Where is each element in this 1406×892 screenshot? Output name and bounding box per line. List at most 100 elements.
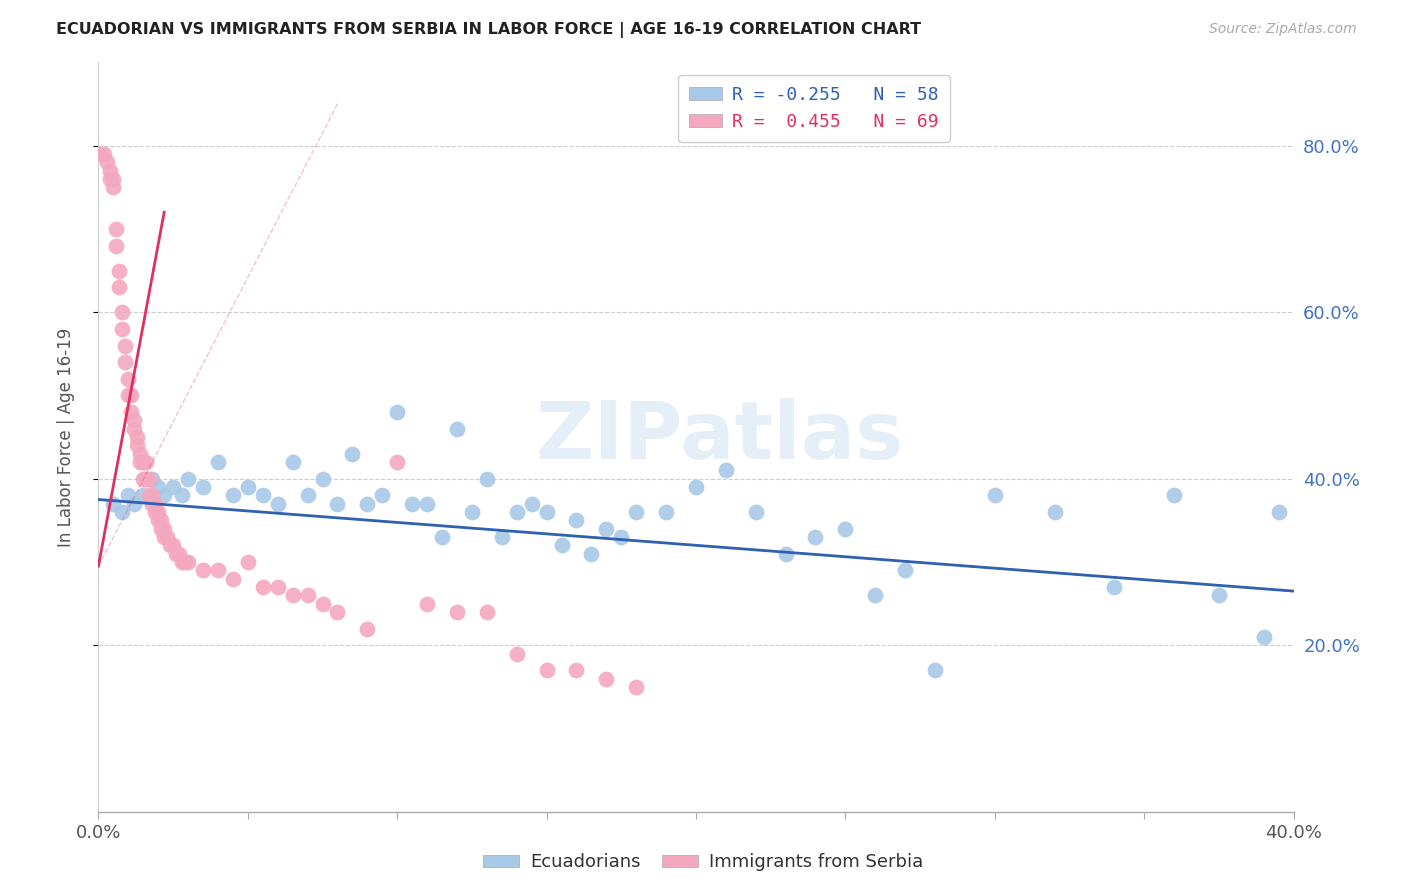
Point	[520, 497, 543, 511]
Point	[105, 222, 128, 236]
Point	[143, 497, 166, 511]
Point	[536, 663, 558, 677]
Point	[162, 538, 184, 552]
Point	[626, 680, 648, 694]
Point	[506, 647, 529, 661]
Point	[311, 472, 333, 486]
Point	[124, 497, 146, 511]
Point	[1267, 505, 1289, 519]
Point	[124, 413, 146, 427]
Point	[150, 522, 173, 536]
Point	[148, 480, 170, 494]
Point	[356, 497, 378, 511]
Point	[446, 605, 468, 619]
Point	[143, 505, 166, 519]
Point	[385, 405, 409, 419]
Point	[172, 488, 194, 502]
Point	[536, 505, 558, 519]
Point	[342, 447, 364, 461]
Point	[984, 488, 1007, 502]
Point	[326, 605, 349, 619]
Point	[401, 497, 423, 511]
Point	[222, 488, 245, 502]
Point	[93, 147, 115, 161]
Point	[138, 488, 160, 502]
Point	[281, 455, 304, 469]
Point	[98, 163, 122, 178]
Point	[96, 155, 118, 169]
Point	[894, 563, 917, 577]
Point	[865, 588, 887, 602]
Point	[252, 488, 274, 502]
Point	[565, 663, 588, 677]
Point	[135, 455, 157, 469]
Point	[111, 505, 134, 519]
Point	[356, 622, 378, 636]
Point	[153, 530, 176, 544]
Point	[153, 488, 176, 502]
Point	[714, 463, 737, 477]
Point	[385, 455, 409, 469]
Point	[132, 472, 155, 486]
Point	[108, 263, 131, 277]
Point	[191, 563, 214, 577]
Legend: Ecuadorians, Immigrants from Serbia: Ecuadorians, Immigrants from Serbia	[475, 847, 931, 879]
Point	[108, 280, 131, 294]
Point	[165, 547, 187, 561]
Point	[172, 555, 194, 569]
Point	[297, 588, 319, 602]
Point	[167, 547, 190, 561]
Point	[156, 530, 179, 544]
Point	[117, 388, 139, 402]
Point	[127, 438, 149, 452]
Point	[141, 488, 163, 502]
Point	[103, 497, 125, 511]
Point	[236, 555, 259, 569]
Point	[111, 305, 134, 319]
Point	[565, 513, 588, 527]
Text: ZIPatlas: ZIPatlas	[536, 398, 904, 476]
Point	[114, 355, 136, 369]
Point	[207, 563, 229, 577]
Point	[416, 497, 439, 511]
Point	[98, 172, 122, 186]
Point	[775, 547, 797, 561]
Point	[177, 472, 200, 486]
Point	[252, 580, 274, 594]
Y-axis label: In Labor Force | Age 16-19: In Labor Force | Age 16-19	[56, 327, 75, 547]
Point	[804, 530, 827, 544]
Point	[90, 147, 112, 161]
Point	[132, 488, 155, 502]
Point	[550, 538, 572, 552]
Point	[236, 480, 259, 494]
Point	[207, 455, 229, 469]
Text: ECUADORIAN VS IMMIGRANTS FROM SERBIA IN LABOR FORCE | AGE 16-19 CORRELATION CHAR: ECUADORIAN VS IMMIGRANTS FROM SERBIA IN …	[56, 22, 921, 38]
Point	[745, 505, 768, 519]
Point	[595, 522, 617, 536]
Point	[162, 480, 184, 494]
Point	[461, 505, 484, 519]
Point	[475, 472, 498, 486]
Point	[371, 488, 394, 502]
Point	[834, 522, 856, 536]
Point	[281, 588, 304, 602]
Point	[103, 180, 125, 194]
Point	[506, 505, 529, 519]
Point	[191, 480, 214, 494]
Point	[174, 555, 197, 569]
Point	[1208, 588, 1230, 602]
Point	[655, 505, 678, 519]
Point	[141, 472, 163, 486]
Point	[120, 388, 142, 402]
Point	[117, 372, 139, 386]
Point	[129, 455, 152, 469]
Point	[148, 505, 170, 519]
Point	[111, 322, 134, 336]
Legend: R = -0.255   N = 58, R =  0.455   N = 69: R = -0.255 N = 58, R = 0.455 N = 69	[678, 75, 950, 142]
Point	[297, 488, 319, 502]
Point	[416, 597, 439, 611]
Point	[141, 497, 163, 511]
Point	[311, 597, 333, 611]
Point	[491, 530, 513, 544]
Point	[610, 530, 633, 544]
